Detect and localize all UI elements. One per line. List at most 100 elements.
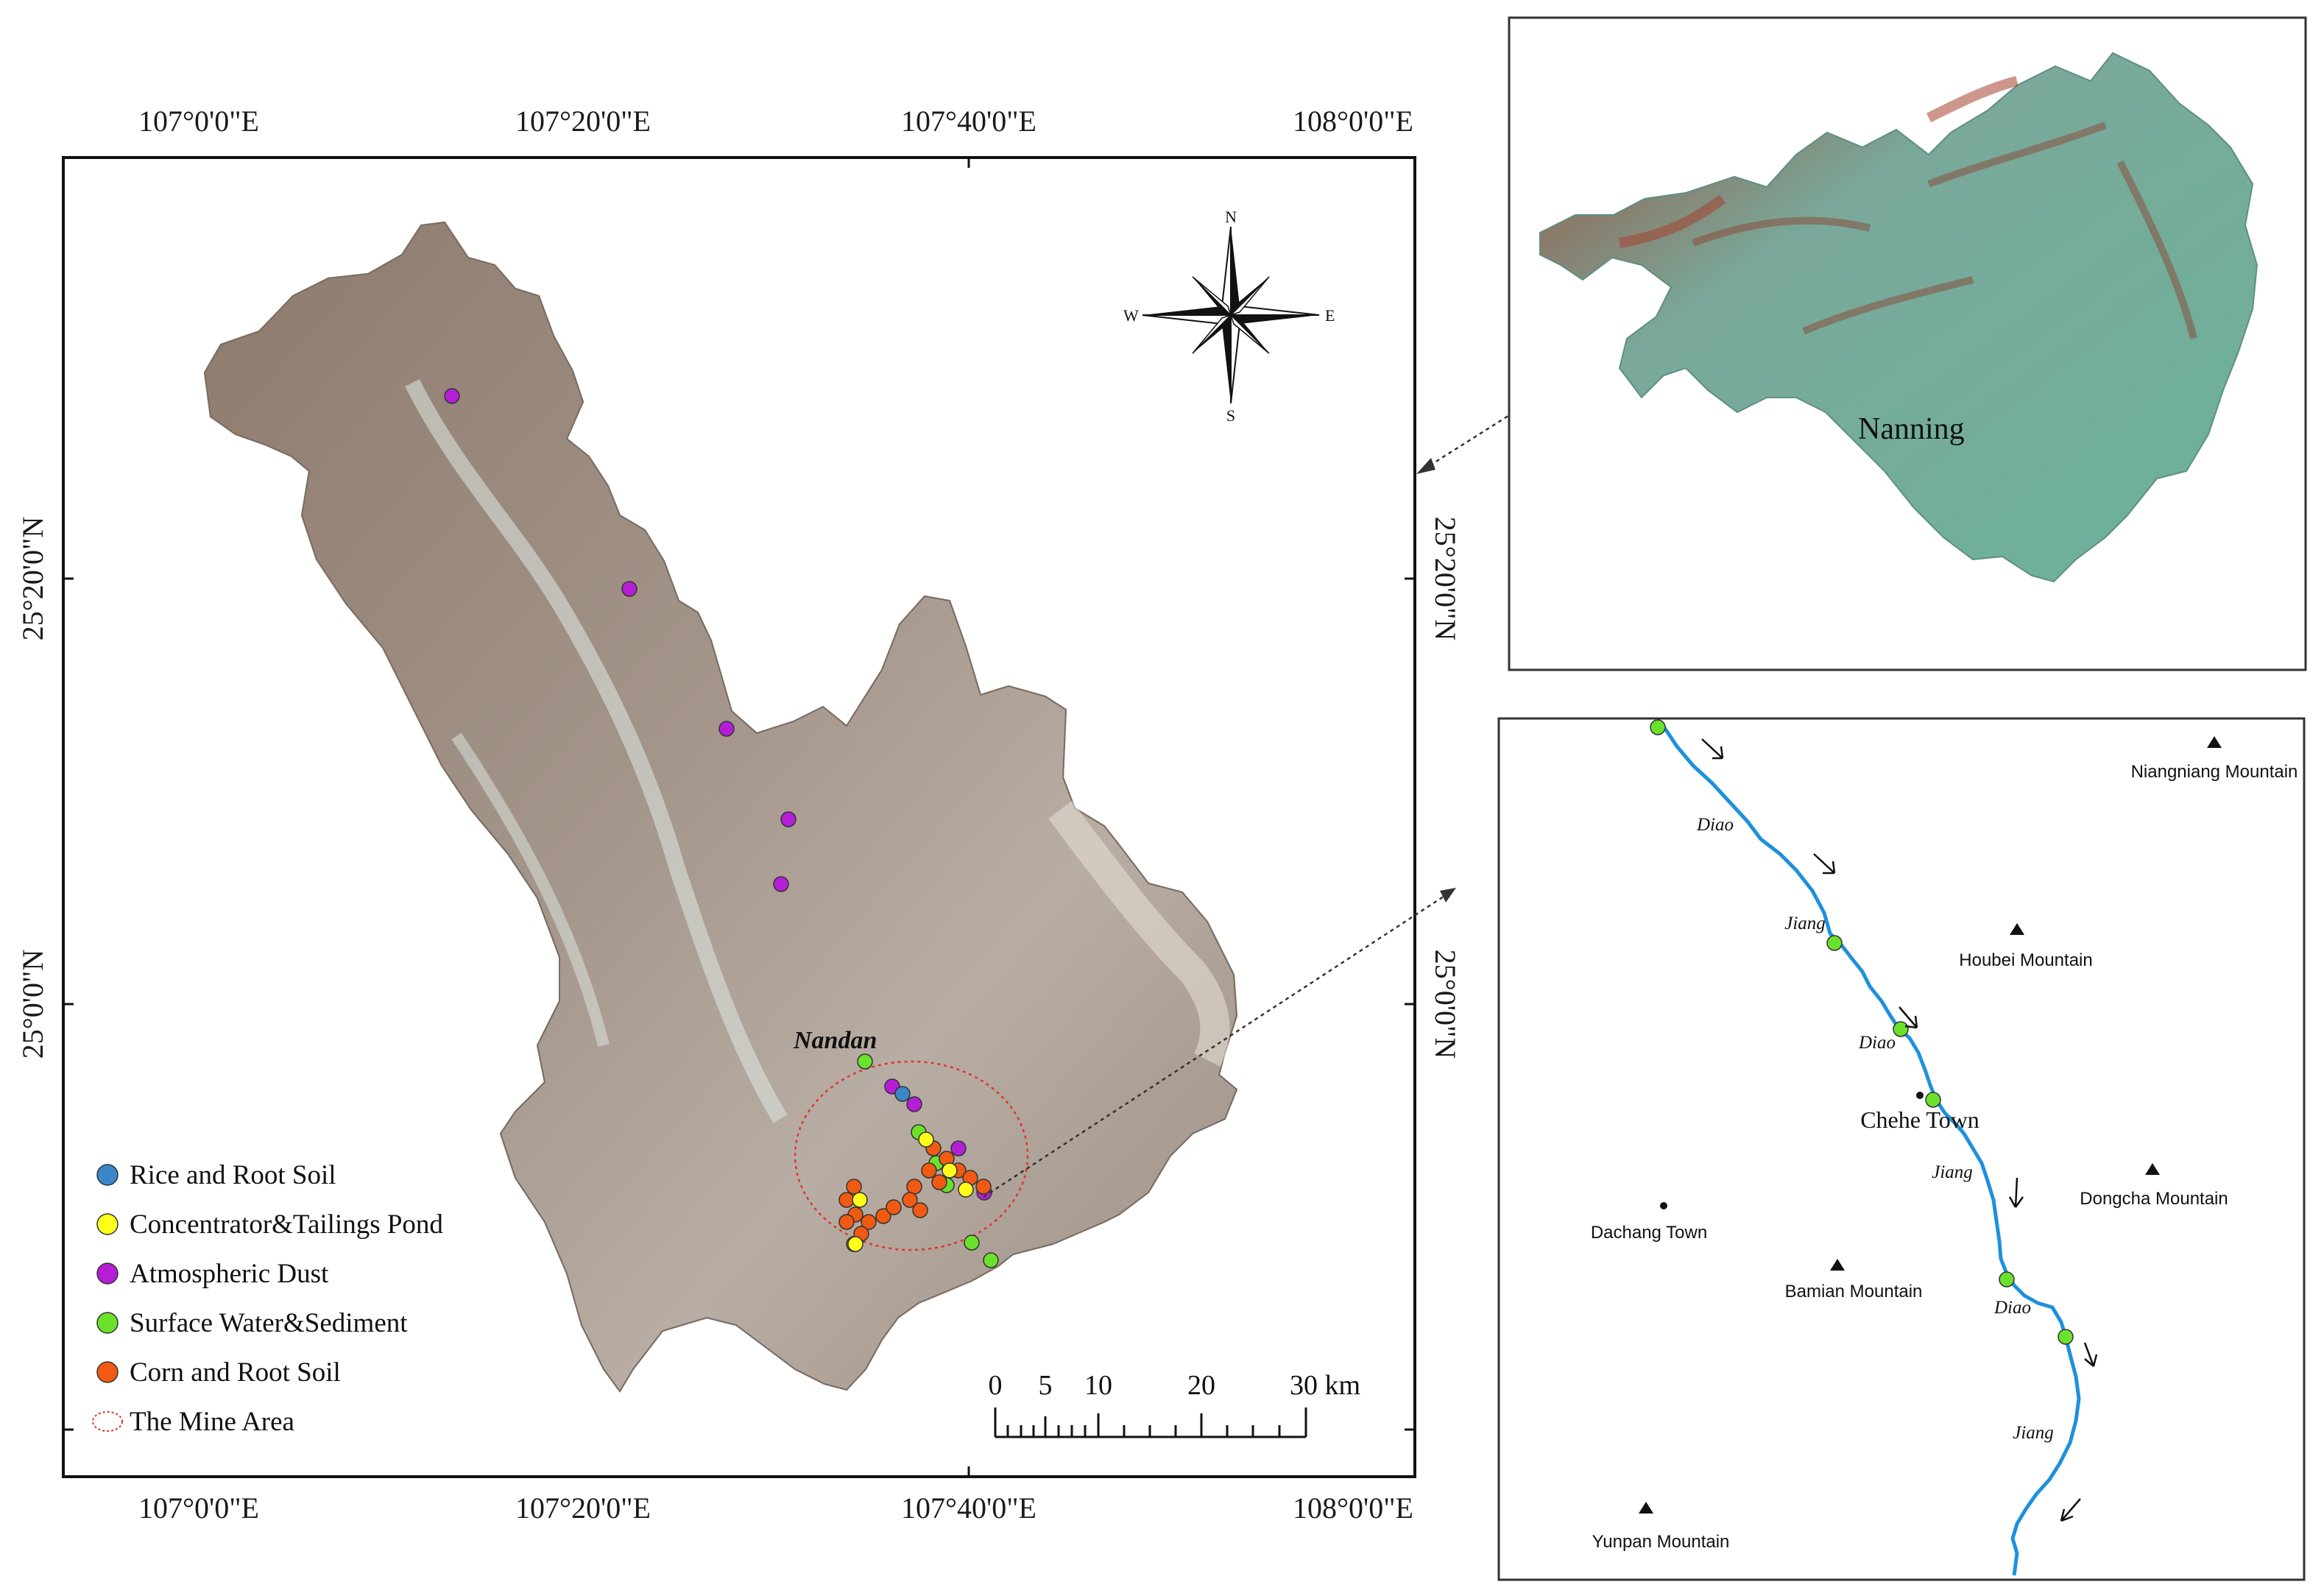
river-label: Diao bbox=[1696, 815, 1734, 835]
corn-root-soil-point bbox=[838, 1214, 855, 1230]
mountain-triangle-icon bbox=[2010, 923, 2024, 935]
scale-bar: 0 5 10 20 30 km bbox=[989, 1370, 1360, 1438]
diao-jiang-river bbox=[1653, 718, 2081, 1576]
rice-root-soil-point bbox=[894, 1086, 911, 1102]
mountain-label: Niangniang Mountain bbox=[2131, 762, 2298, 782]
legend-label: Rice and Root Soil bbox=[130, 1160, 336, 1190]
atmospheric-dust-point bbox=[906, 1096, 922, 1112]
lat-label-left: 25°20'0"N bbox=[16, 517, 49, 640]
tailings-pond-point bbox=[847, 1236, 863, 1252]
surface-water-point bbox=[857, 1053, 873, 1070]
city-label-nanning: Nanning bbox=[1858, 412, 1965, 446]
tailings-pond-point bbox=[942, 1162, 958, 1179]
mountain-label: Yunpan Mountain bbox=[1592, 1532, 1730, 1552]
corn-root-soil-point bbox=[846, 1179, 862, 1195]
lon-label-top: 108°0'0"E bbox=[1293, 105, 1413, 138]
legend-swatch-corn-root-soil bbox=[96, 1361, 119, 1383]
sample-points bbox=[444, 388, 999, 1268]
river-label: Jiang bbox=[1784, 914, 1826, 933]
corn-root-soil-point bbox=[975, 1179, 992, 1195]
river-label: Diao bbox=[1993, 1298, 2031, 1318]
compass-rose: N S E W bbox=[1123, 208, 1335, 425]
frame-ticks bbox=[63, 158, 1415, 1477]
legend: Rice and Root Soil Concentrator&Tailings… bbox=[92, 1160, 443, 1437]
atmospheric-dust-point bbox=[950, 1140, 967, 1156]
inset-detail-frame bbox=[1497, 717, 2306, 1581]
river-sample-point bbox=[1650, 719, 1666, 735]
lat-label-right: 25°20'0"N bbox=[1429, 517, 1462, 640]
river-sample-points bbox=[1650, 719, 2074, 1345]
lon-label-bottom: 107°20'0"E bbox=[515, 1491, 651, 1525]
corn-root-soil-point bbox=[875, 1208, 891, 1224]
lon-label-top: 107°0'0"E bbox=[138, 105, 259, 138]
scale-tick-label: 5 bbox=[1039, 1370, 1053, 1401]
corn-root-soil-point bbox=[912, 1202, 928, 1218]
legend-label: The Mine Area bbox=[130, 1407, 294, 1437]
city-label-nandan: Nandan bbox=[793, 1027, 877, 1054]
corn-root-soil-point bbox=[921, 1162, 937, 1179]
mountain-markers: Niangniang Mountain Houbei Mountain Dong… bbox=[1592, 736, 2298, 1552]
town-label: Chehe Town bbox=[1860, 1106, 1979, 1133]
corn-root-soil-point bbox=[902, 1192, 918, 1208]
scale-tick-label: 20 bbox=[1187, 1370, 1215, 1401]
town-dot-icon bbox=[1660, 1202, 1667, 1209]
corn-root-soil-point bbox=[838, 1192, 855, 1208]
atmospheric-dust-point bbox=[718, 721, 735, 737]
lon-label-top: 107°40'0"E bbox=[901, 105, 1036, 138]
town-dot-icon bbox=[1916, 1092, 1924, 1099]
tailings-pond-point bbox=[852, 1192, 868, 1208]
scale-tick-label: 10 bbox=[1084, 1370, 1112, 1401]
legend-label: Atmospheric Dust bbox=[130, 1259, 329, 1289]
leader-arrowhead bbox=[1440, 888, 1456, 903]
legend-swatch-surface-water bbox=[96, 1312, 119, 1334]
compass-south: S bbox=[1226, 406, 1235, 425]
river-label: Jiang bbox=[1932, 1162, 1973, 1182]
lon-label-bottom: 107°0'0"E bbox=[138, 1491, 259, 1525]
river-sample-point bbox=[1893, 1021, 1909, 1037]
main-map: Nandan 107°0'0"E 107°20'0"E 107°40'0"E 1… bbox=[16, 105, 1462, 1525]
river-labels: Diao Jiang Diao Jiang Diao Jiang bbox=[1696, 815, 2054, 1443]
river-sample-point bbox=[2058, 1329, 2074, 1345]
latitude-labels: 25°20'0"N 25°0'0"N 25°20'0"N 25°0'0"N bbox=[16, 517, 1462, 1059]
town-markers: Chehe Town Dachang Town bbox=[1591, 1092, 1979, 1243]
legend-swatch-atmospheric-dust bbox=[96, 1262, 119, 1285]
mine-area-boundary bbox=[794, 1060, 1029, 1251]
tailings-pond-point bbox=[958, 1181, 974, 1198]
tailings-pond-point bbox=[918, 1131, 934, 1148]
town-label: Dachang Town bbox=[1591, 1223, 1707, 1243]
lon-label-bottom: 107°40'0"E bbox=[901, 1491, 1036, 1525]
longitude-labels: 107°0'0"E 107°20'0"E 107°40'0"E 108°0'0"… bbox=[138, 105, 1413, 1525]
atmospheric-dust-point bbox=[621, 581, 637, 597]
inset-region: Nanning bbox=[1508, 16, 2307, 671]
corn-root-soil-point bbox=[931, 1174, 947, 1190]
river-sample-point bbox=[1826, 935, 1843, 951]
compass-north: N bbox=[1225, 208, 1237, 226]
scale-tick-label: 30 km bbox=[1290, 1370, 1360, 1401]
corn-root-soil-point bbox=[906, 1179, 922, 1195]
mountain-triangle-icon bbox=[1830, 1259, 1845, 1271]
mountain-label: Houbei Mountain bbox=[1959, 950, 2092, 970]
atmospheric-dust-point bbox=[444, 388, 460, 404]
county-terrain bbox=[203, 221, 1238, 1393]
legend-swatch-tailings-pond bbox=[96, 1213, 119, 1235]
legend-label: Concentrator&Tailings Pond bbox=[130, 1209, 443, 1240]
inset-detail: Diao Jiang Diao Jiang Diao Jiang Niangni… bbox=[1497, 717, 2306, 1581]
river-label: Jiang bbox=[2013, 1423, 2054, 1443]
scale-tick-label: 0 bbox=[989, 1370, 1003, 1401]
mountain-triangle-icon bbox=[2145, 1163, 2160, 1175]
guangxi-relief bbox=[1539, 52, 2258, 583]
legend-swatch-rice-root-soil bbox=[96, 1164, 119, 1186]
flow-arrows bbox=[1701, 738, 2098, 1522]
surface-water-point bbox=[964, 1235, 980, 1251]
lat-label-right: 25°0'0"N bbox=[1429, 950, 1462, 1059]
compass-west: W bbox=[1123, 306, 1139, 325]
river-sample-point bbox=[1925, 1092, 1941, 1108]
lon-label-bottom: 108°0'0"E bbox=[1293, 1491, 1413, 1525]
legend-label: Corn and Root Soil bbox=[130, 1357, 341, 1388]
atmospheric-dust-point bbox=[780, 811, 797, 827]
mountain-label: Dongcha Mountain bbox=[2080, 1189, 2228, 1209]
corn-root-soil-point bbox=[886, 1199, 902, 1215]
river-sample-point bbox=[1999, 1271, 2015, 1288]
leader-arrowhead bbox=[1416, 458, 1435, 474]
